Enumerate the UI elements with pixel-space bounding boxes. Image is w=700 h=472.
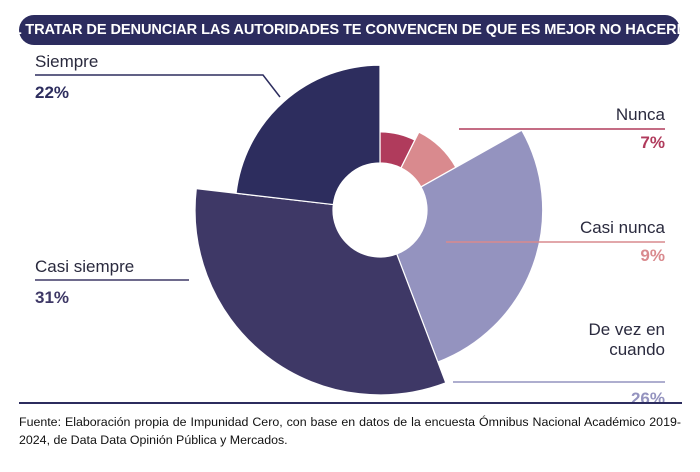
value-label-casi-siempre: 31% (35, 288, 69, 307)
rose-chart: Nunca 7% Casi nunca 9% De vez en cuando 26% Cas… (35, 52, 666, 402)
category-label-casi-siempre: Casi siempre (35, 257, 134, 276)
category-label-de-vez-en-cuando: De vez en cuando (588, 320, 665, 359)
category-label-siempre: Siempre (35, 52, 98, 71)
value-label-casi-nunca: 9% (640, 246, 665, 265)
value-label-de-vez-en-cuando: 26% (631, 389, 665, 402)
chart-labels: Nunca 7% Casi nunca 9% De vez en cuando 26% Cas… (35, 52, 666, 402)
leader-line-siempre (35, 74, 281, 98)
chart-leader-lines (35, 74, 665, 383)
center-hole (333, 163, 427, 257)
footer: Fuente: Elaboración propia de Impunidad … (0, 402, 700, 449)
footer-divider (19, 402, 682, 404)
category-label-casi-nunca: Casi nunca (580, 218, 666, 237)
chart-sectors (194, 64, 544, 396)
sector-de-vez-en-cuando (395, 129, 544, 363)
value-label-nunca: 7% (640, 133, 665, 152)
category-label-nunca: Nunca (616, 105, 666, 124)
chart-title: ¿AL TRATAR DE DENUNCIAR LAS AUTORIDADES … (0, 15, 700, 45)
value-label-siempre: 22% (35, 83, 69, 102)
source-note: Fuente: Elaboración propia de Impunidad … (19, 415, 681, 447)
